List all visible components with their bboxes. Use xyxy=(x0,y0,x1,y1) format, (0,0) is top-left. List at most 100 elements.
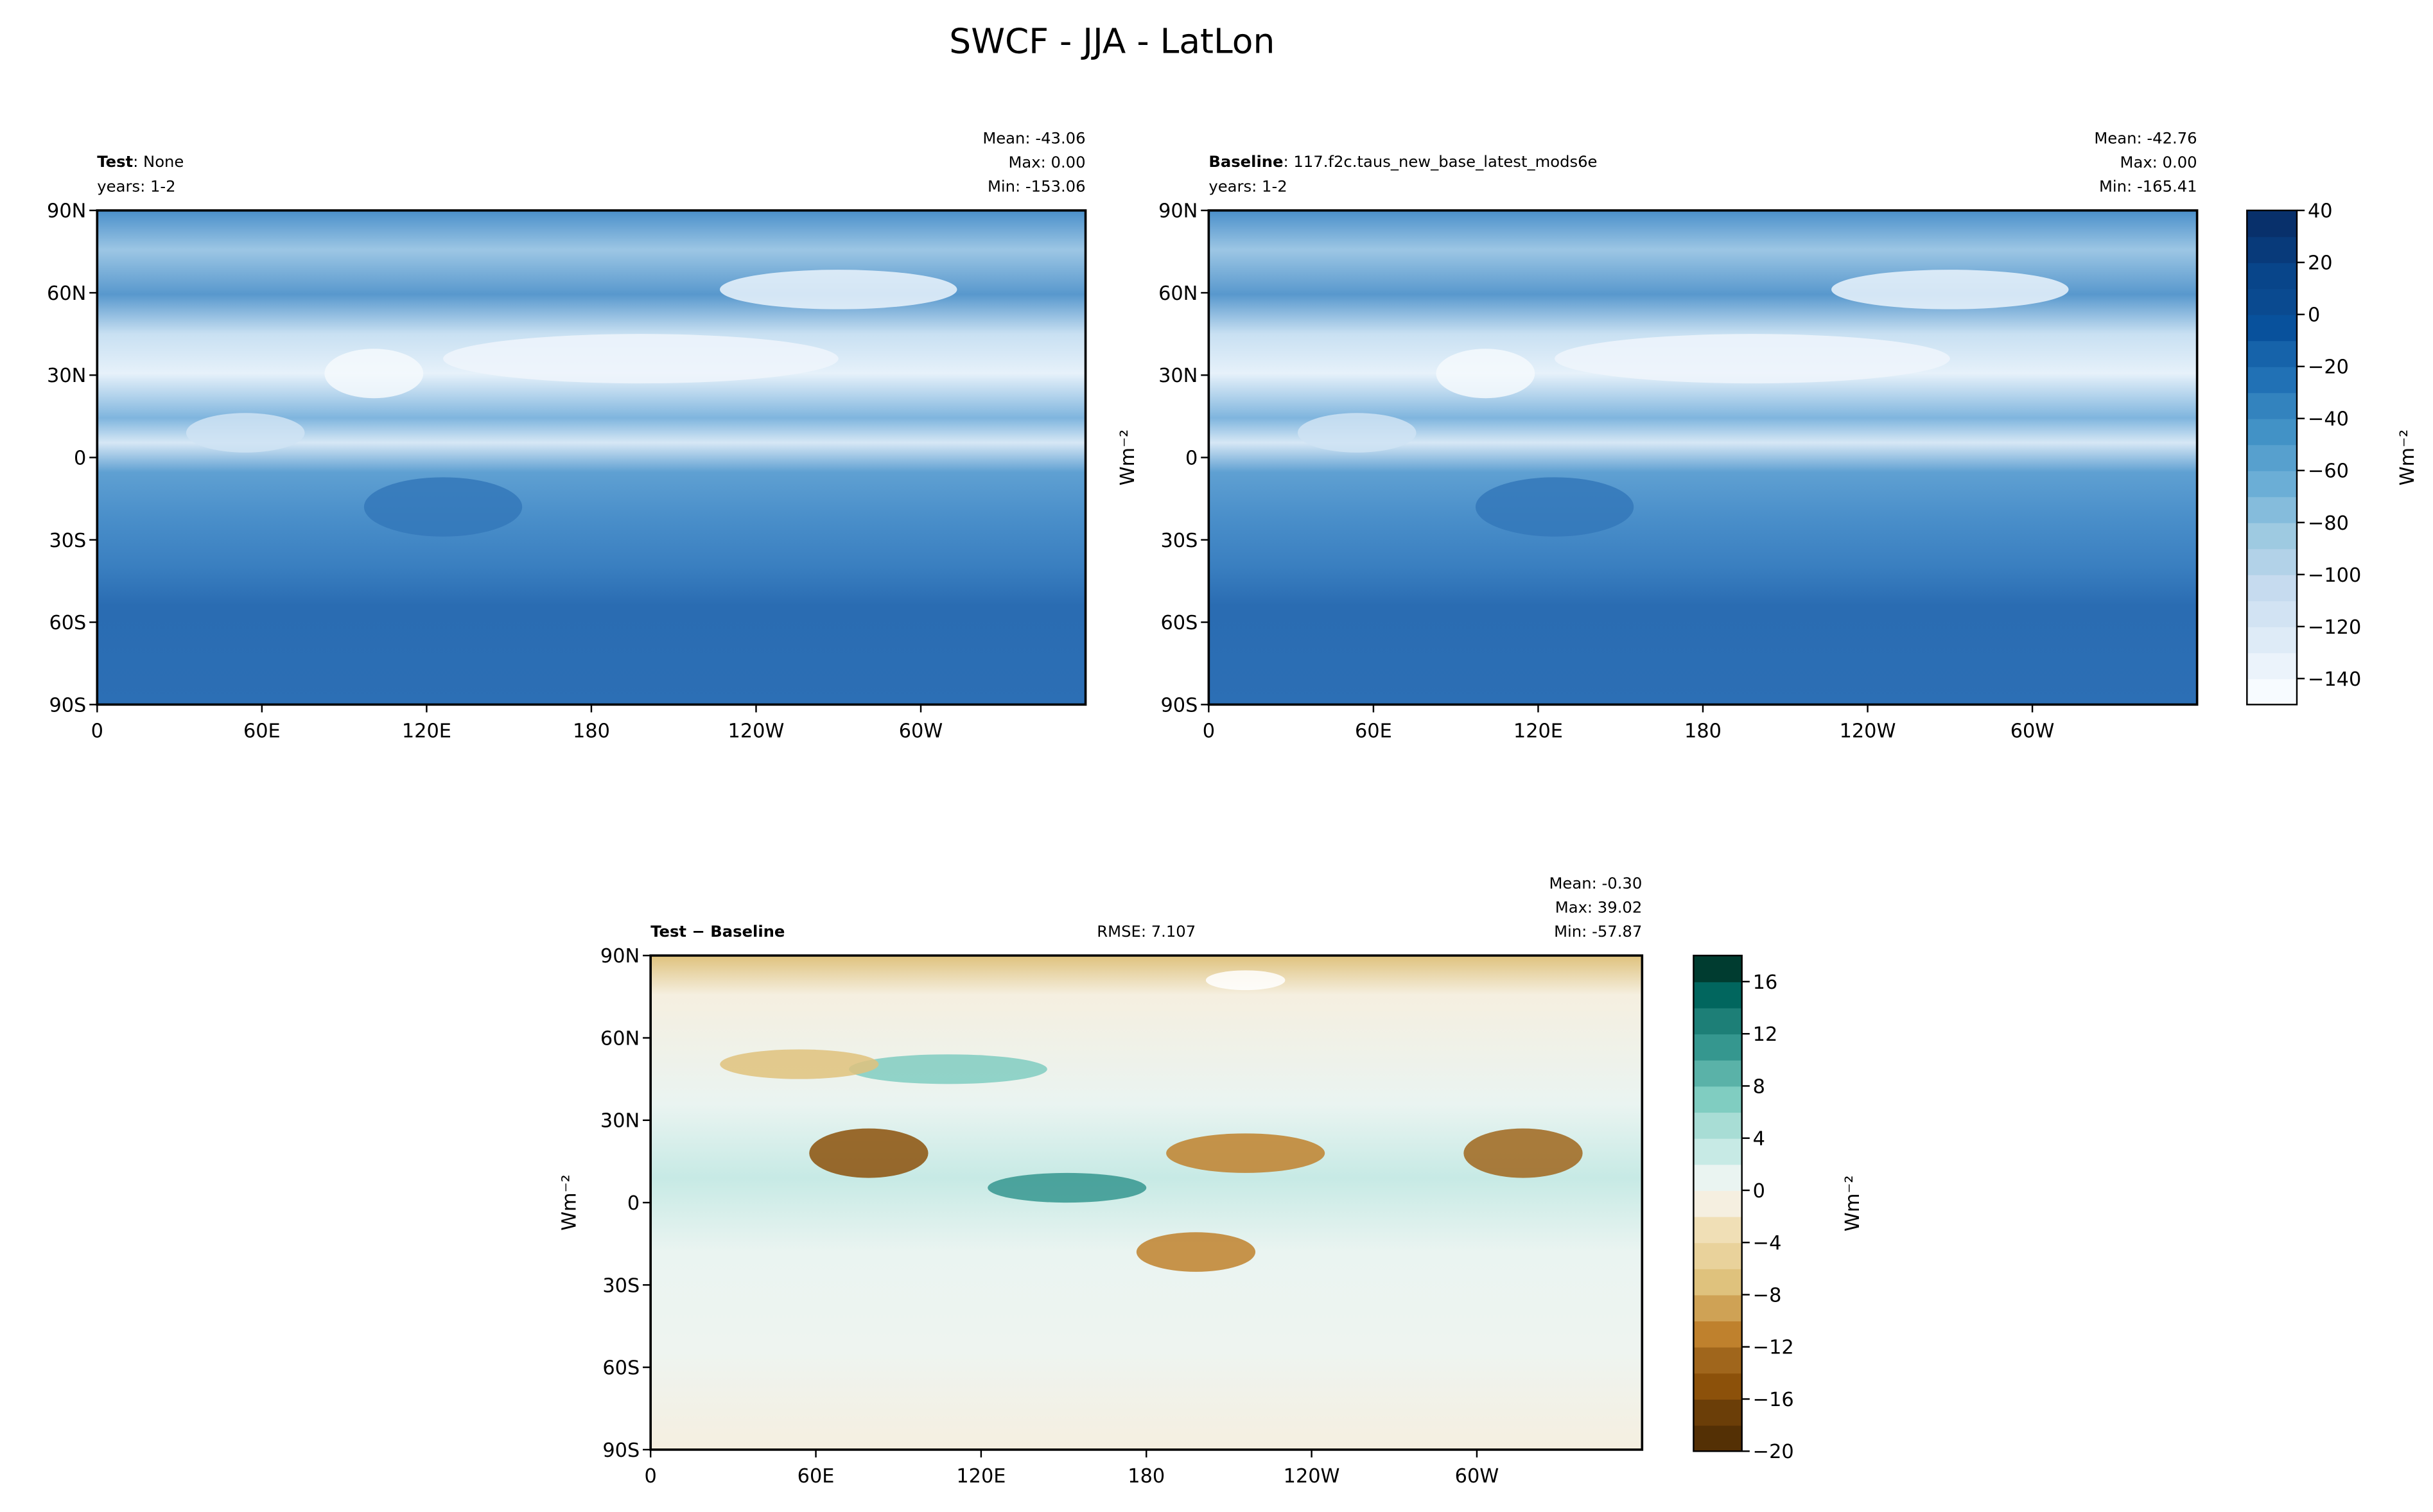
colorbar-band xyxy=(2247,574,2297,602)
x-tick-label: 0 xyxy=(91,720,103,742)
panel-subtitle: years: 1-2 xyxy=(1208,177,1287,196)
panel-title: Test: None xyxy=(97,152,184,171)
map-feature xyxy=(1297,413,1417,453)
colorbar-band xyxy=(2247,496,2297,523)
y-tick-label: 60S xyxy=(49,612,86,634)
colorbar-band xyxy=(1693,1138,1742,1165)
colorbar-tick-label: −12 xyxy=(1753,1337,1794,1359)
colorbar-band xyxy=(1693,1190,1742,1217)
colorbar-tick-label: −140 xyxy=(2308,668,2361,691)
panel-center-text: RMSE: 7.107 xyxy=(1097,922,1196,941)
x-tick-label: 60E xyxy=(243,720,281,742)
x-tick-label: 120E xyxy=(402,720,451,742)
colorbar-band xyxy=(1693,1086,1742,1113)
colorbar-band xyxy=(1693,1346,1742,1374)
map-feature xyxy=(1555,334,1950,384)
map-feature xyxy=(1475,477,1634,537)
panel-title-bold: Test − Baseline xyxy=(650,922,785,941)
colorbar-tick-label: −8 xyxy=(1753,1284,1782,1307)
colorbar-tick-label: −16 xyxy=(1753,1389,1794,1411)
colorbar-band xyxy=(2247,392,2297,419)
y-tick-label: 30S xyxy=(49,530,86,552)
colorbar-band xyxy=(1693,981,1742,1009)
y-tick-label: 60S xyxy=(1161,612,1198,634)
colorbar-band xyxy=(1693,1268,1742,1296)
colorbar-frame xyxy=(1693,955,1743,1452)
colorbar-tick-label: 4 xyxy=(1753,1128,1765,1151)
x-tick-label: 180 xyxy=(1128,1465,1165,1488)
y-tick-label: 90N xyxy=(600,945,640,968)
y-tick-label: 0 xyxy=(74,447,86,469)
stat: Mean: -43.06 xyxy=(982,128,1085,147)
colorbar-band xyxy=(2247,470,2297,498)
y-tick-label: 60N xyxy=(47,282,86,305)
colorbar-tick-label: 12 xyxy=(1753,1023,1778,1046)
x-tick-label: 0 xyxy=(645,1465,657,1488)
map-feature xyxy=(849,1054,1047,1084)
colorbar-tick-label: −4 xyxy=(1753,1232,1782,1255)
x-tick-label: 180 xyxy=(1684,720,1722,742)
y-tick-label: 30S xyxy=(602,1274,640,1297)
x-tick-label: 60W xyxy=(899,720,943,742)
panel-title-bold: Baseline xyxy=(1208,152,1283,171)
colorbar-band xyxy=(2247,652,2297,679)
stat: Mean: -0.30 xyxy=(1549,874,1643,892)
x-tick-label: 0 xyxy=(1203,720,1215,742)
colorbar-label: Wm⁻² xyxy=(1842,1175,1864,1231)
x-tick-label: 60E xyxy=(798,1465,835,1488)
y-tick-label: 30S xyxy=(1161,530,1198,552)
map-panel: 0 60E 120E 180 120W 60W 90N 60N 30N 0 30S 60S 90S Mea… xyxy=(47,128,1087,742)
y-tick-label: 0 xyxy=(1185,447,1198,469)
stat: Max: 39.02 xyxy=(1555,898,1643,916)
colorbar-band xyxy=(2247,366,2297,394)
colorbar-band xyxy=(2247,236,2297,263)
colorbar-band xyxy=(2247,314,2297,342)
colorbar-label: Wm⁻² xyxy=(2396,430,2419,486)
colorbar-band xyxy=(1693,1425,1742,1452)
map-feature xyxy=(720,1049,879,1079)
colorbar-band xyxy=(1693,1242,1742,1269)
colorbar-tick-label: 16 xyxy=(1753,971,1778,994)
map-feature xyxy=(1205,970,1286,991)
stat: Max: 0.00 xyxy=(1008,153,1085,171)
map-feature xyxy=(1463,1128,1583,1178)
map-feature xyxy=(720,270,957,309)
colorbar-tick-label: 0 xyxy=(2308,304,2320,327)
colorbar-band xyxy=(1693,1034,1742,1061)
colorbar-tick-label: 20 xyxy=(2308,252,2333,275)
y-tick-label: 0 xyxy=(627,1192,640,1215)
colorbar-band xyxy=(1693,1007,1742,1035)
x-tick-label: 120W xyxy=(728,720,785,742)
x-tick-label: 60W xyxy=(2010,720,2055,742)
colorbar-band xyxy=(2247,444,2297,471)
map-feature xyxy=(1166,1133,1325,1173)
figure-title: SWCF - JJA - LatLon xyxy=(949,21,1275,62)
map-feature xyxy=(1136,1232,1256,1272)
panel-title: Test − Baseline xyxy=(650,922,785,941)
y-tick-label: 30N xyxy=(600,1110,640,1133)
x-tick-label: 60W xyxy=(1455,1465,1499,1488)
map-panel: 0 60E 120E 180 120W 60W 90N 60N 30N 0 30S 60S 90S Mea… xyxy=(559,874,1644,1488)
map-feature xyxy=(443,334,839,384)
y-tick-label: 90S xyxy=(602,1439,640,1462)
colorbar-band xyxy=(2247,288,2297,315)
y-tick-label: 60S xyxy=(602,1357,640,1380)
colorbar-tick-label: −60 xyxy=(2308,460,2349,483)
colorbar-band xyxy=(1693,1294,1742,1322)
colorbar-band xyxy=(1693,1164,1742,1191)
y-tick-label: 90S xyxy=(49,694,86,717)
colorbar-band xyxy=(2247,548,2297,575)
stat: Min: -57.87 xyxy=(1554,922,1642,941)
panel-subtitle: years: 1-2 xyxy=(97,177,175,196)
colorbar: 16 12 8 4 0 −4 −8 −12 −16 −20 Wm⁻² xyxy=(1693,955,1864,1463)
colorbar-band xyxy=(1693,1216,1742,1244)
colorbar-tick-label: 8 xyxy=(1753,1075,1765,1098)
x-tick-label: 120W xyxy=(1284,1465,1340,1488)
y-tick-label: 90S xyxy=(1161,694,1198,717)
colorbar-band xyxy=(2247,210,2297,238)
map-field xyxy=(650,955,1643,1450)
colorbar-band xyxy=(1693,1373,1742,1400)
x-tick-label: 60E xyxy=(1355,720,1392,742)
colorbar-frame xyxy=(2246,209,2298,706)
